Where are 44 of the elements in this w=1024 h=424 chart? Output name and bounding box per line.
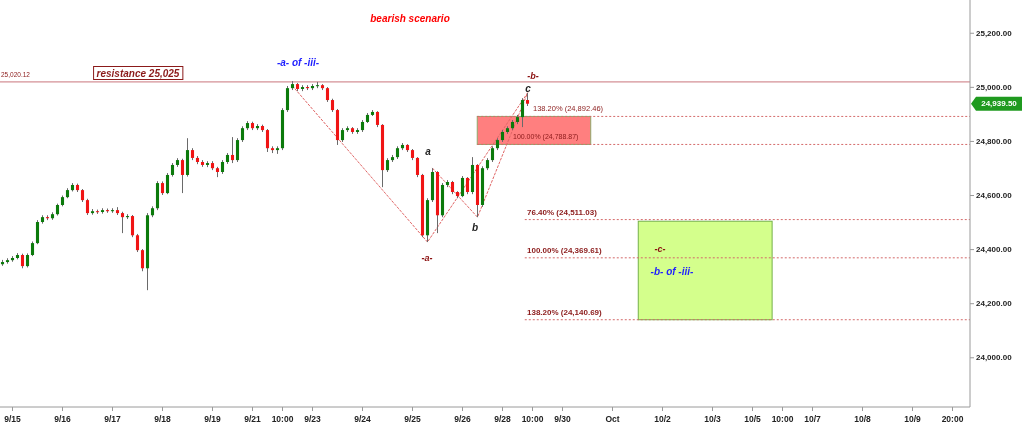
y-tick-label: 24,400.00 <box>976 245 1013 255</box>
annotation: c <box>525 82 532 94</box>
x-tick-label: 10/9 <box>904 414 922 424</box>
ref-line-label: 76.40% (24,511.03) <box>527 207 598 217</box>
text: bearish scenario <box>370 12 450 24</box>
x-tick-label: 9/30 <box>554 414 572 424</box>
annotation: -b- of -iii- <box>650 265 695 277</box>
text: 24,939.50 <box>981 99 1018 109</box>
y-tick-label: 24,600.00 <box>976 191 1013 201</box>
x-tick-label: 9/17 <box>104 414 122 424</box>
x-tick-label: 10:00 <box>521 414 544 424</box>
x-tick-label: Oct <box>605 414 620 424</box>
x-tick-label: 9/26 <box>454 414 472 424</box>
x-tick-label: 10/8 <box>854 414 872 424</box>
x-tick-label: 10/2 <box>654 414 672 424</box>
y-tick-label: 24,200.00 <box>976 299 1013 309</box>
x-tick-label: 9/18 <box>154 414 172 424</box>
x-tick-label: 10:00 <box>771 414 794 424</box>
annotation: resistance 25,025 <box>96 67 180 79</box>
annotation: -a- <box>421 253 433 263</box>
annotation: -c- <box>654 244 666 254</box>
annotation: b <box>471 221 479 233</box>
x-tick-label: 9/28 <box>494 414 512 424</box>
ref-line-label: 138.20% (24,140.69) <box>527 307 603 317</box>
x-tick-label: 9/19 <box>204 414 222 424</box>
x-tick-label: 10/3 <box>704 414 722 424</box>
x-tick-label: 9/23 <box>304 414 322 424</box>
x-tick-label: 9/24 <box>354 414 372 424</box>
x-tick-label: 20:00 <box>941 414 964 424</box>
x-tick-label: 9/21 <box>244 414 262 424</box>
x-tick-label: 9/16 <box>54 414 72 424</box>
x-tick-label: 9/15 <box>4 414 22 424</box>
y-tick-label: 24,800.00 <box>976 136 1013 146</box>
x-tick-label: 9/25 <box>404 414 422 424</box>
annotation: -b- <box>527 71 539 81</box>
y-tick-label: 25,200.00 <box>976 28 1013 38</box>
x-tick-label: 10/5 <box>744 414 762 424</box>
x-tick-label: 10/7 <box>804 414 822 424</box>
y-tick-label: 24,000.00 <box>976 353 1013 363</box>
y-tick-label: 25,000.00 <box>976 82 1013 92</box>
x-tick-label: 10:00 <box>271 414 294 424</box>
annotation: -a- of -iii- <box>276 56 320 68</box>
ref-line-label: 100.00% (24,369.61) <box>527 245 603 255</box>
annotation: a <box>425 145 432 157</box>
